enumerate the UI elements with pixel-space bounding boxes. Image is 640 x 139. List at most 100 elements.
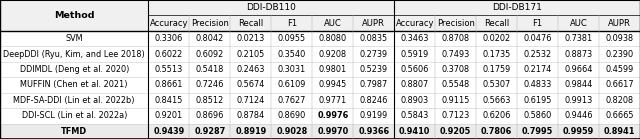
Text: 0.5307: 0.5307 [483, 80, 511, 89]
Text: 0.7987: 0.7987 [360, 80, 388, 89]
Text: 0.8903: 0.8903 [401, 96, 429, 105]
Text: 0.5606: 0.5606 [401, 65, 429, 74]
Text: 0.9959: 0.9959 [563, 127, 594, 136]
Text: 0.8919: 0.8919 [236, 127, 266, 136]
Text: 0.8080: 0.8080 [319, 34, 347, 43]
Text: 0.6617: 0.6617 [605, 80, 634, 89]
Text: 0.9664: 0.9664 [564, 65, 593, 74]
Text: AUC: AUC [324, 19, 342, 28]
Text: 0.9287: 0.9287 [195, 127, 225, 136]
Bar [0, 93, 640, 108]
Text: 0.2174: 0.2174 [524, 65, 552, 74]
Text: 0.9115: 0.9115 [442, 96, 470, 105]
Text: 0.6665: 0.6665 [605, 111, 634, 120]
Text: 0.9205: 0.9205 [440, 127, 471, 136]
Text: 0.0213: 0.0213 [237, 34, 265, 43]
Text: 0.7246: 0.7246 [196, 80, 224, 89]
Text: 0.0476: 0.0476 [524, 34, 552, 43]
Text: Precision: Precision [436, 19, 475, 28]
Text: 0.0835: 0.0835 [360, 34, 388, 43]
Bar [0, 77, 640, 93]
Text: 0.9366: 0.9366 [358, 127, 389, 136]
Text: 0.9771: 0.9771 [319, 96, 347, 105]
Text: DDI-DB110: DDI-DB110 [246, 3, 296, 12]
Text: Accuracy: Accuracy [150, 19, 188, 28]
Text: 0.3306: 0.3306 [155, 34, 183, 43]
Text: 0.9970: 0.9970 [317, 127, 348, 136]
Text: 0.6109: 0.6109 [278, 80, 306, 89]
Text: 0.8415: 0.8415 [155, 96, 183, 105]
Text: 0.5919: 0.5919 [401, 50, 429, 59]
Text: Recall: Recall [238, 19, 264, 28]
Text: 0.7381: 0.7381 [564, 34, 593, 43]
Bar [0, 31, 640, 46]
Bar [0, 62, 640, 77]
Text: 0.9201: 0.9201 [155, 111, 183, 120]
Text: 0.4599: 0.4599 [605, 65, 634, 74]
Text: 0.8873: 0.8873 [564, 50, 593, 59]
Text: 0.8708: 0.8708 [442, 34, 470, 43]
Text: 0.8941: 0.8941 [604, 127, 636, 136]
Text: 0.5860: 0.5860 [524, 111, 552, 120]
Text: Method: Method [54, 11, 95, 20]
Text: 0.8661: 0.8661 [155, 80, 183, 89]
Text: 0.2739: 0.2739 [360, 50, 388, 59]
Bar [0, 124, 640, 139]
Text: 0.8042: 0.8042 [196, 34, 224, 43]
Text: 0.5663: 0.5663 [483, 96, 511, 105]
Text: 0.2532: 0.2532 [524, 50, 552, 59]
Text: 0.9208: 0.9208 [319, 50, 347, 59]
Text: 0.6195: 0.6195 [524, 96, 552, 105]
Text: 0.8512: 0.8512 [196, 96, 224, 105]
Text: F1: F1 [532, 19, 543, 28]
Bar [0, 46, 640, 62]
Text: 0.9410: 0.9410 [399, 127, 431, 136]
Text: 0.8696: 0.8696 [196, 111, 224, 120]
Text: 0.5674: 0.5674 [237, 80, 265, 89]
Text: 0.2105: 0.2105 [237, 50, 265, 59]
Text: 0.6092: 0.6092 [196, 50, 224, 59]
Text: 0.0955: 0.0955 [278, 34, 306, 43]
Text: 0.7627: 0.7627 [278, 96, 306, 105]
Text: 0.2463: 0.2463 [237, 65, 265, 74]
Text: 0.7493: 0.7493 [442, 50, 470, 59]
Text: 0.7995: 0.7995 [522, 127, 553, 136]
Text: 0.3708: 0.3708 [442, 65, 470, 74]
Text: TFMD: TFMD [61, 127, 87, 136]
Text: MDF-SA-DDI (Lin et al. 2022b): MDF-SA-DDI (Lin et al. 2022b) [13, 96, 135, 105]
Text: 0.7123: 0.7123 [442, 111, 470, 120]
Bar [0, 0, 640, 15]
Text: 0.9439: 0.9439 [154, 127, 184, 136]
Text: 0.8208: 0.8208 [605, 96, 634, 105]
Text: Recall: Recall [484, 19, 509, 28]
Text: 0.5843: 0.5843 [401, 111, 429, 120]
Bar [0, 108, 640, 124]
Text: AUPR: AUPR [608, 19, 631, 28]
Text: AUPR: AUPR [362, 19, 385, 28]
Text: SVM: SVM [65, 34, 83, 43]
Text: 0.9446: 0.9446 [564, 111, 593, 120]
Text: 0.9945: 0.9945 [319, 80, 347, 89]
Text: 0.1735: 0.1735 [483, 50, 511, 59]
Text: 0.2390: 0.2390 [605, 50, 634, 59]
Text: 0.5239: 0.5239 [360, 65, 388, 74]
Text: AUC: AUC [570, 19, 588, 28]
Text: 0.8784: 0.8784 [237, 111, 265, 120]
Text: 0.9801: 0.9801 [319, 65, 347, 74]
Text: 0.6022: 0.6022 [155, 50, 183, 59]
Text: 0.0202: 0.0202 [483, 34, 511, 43]
Text: MUFFIN (Chen et al. 2021): MUFFIN (Chen et al. 2021) [20, 80, 128, 89]
Text: 0.5548: 0.5548 [442, 80, 470, 89]
Text: 0.9913: 0.9913 [564, 96, 593, 105]
Text: 0.3031: 0.3031 [278, 65, 306, 74]
Text: 0.9199: 0.9199 [360, 111, 388, 120]
Text: 0.1759: 0.1759 [483, 65, 511, 74]
Text: 0.8246: 0.8246 [360, 96, 388, 105]
Text: 0.9844: 0.9844 [564, 80, 593, 89]
Text: 0.4833: 0.4833 [524, 80, 552, 89]
Bar [0, 15, 640, 31]
Text: Accuracy: Accuracy [396, 19, 434, 28]
Text: DDIMDL (Deng et al. 2020): DDIMDL (Deng et al. 2020) [20, 65, 129, 74]
Text: 0.5418: 0.5418 [196, 65, 224, 74]
Text: 0.3463: 0.3463 [401, 34, 429, 43]
